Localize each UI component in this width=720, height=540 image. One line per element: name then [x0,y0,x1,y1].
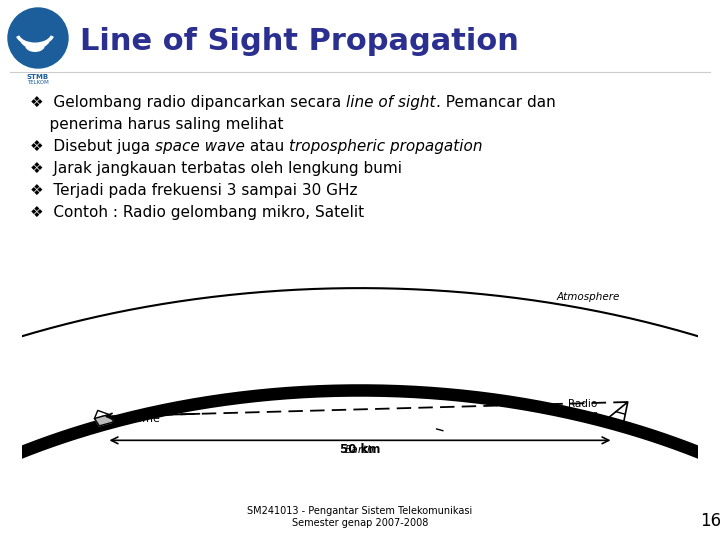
Polygon shape [94,415,114,426]
Text: . Pemancar dan: . Pemancar dan [436,95,555,110]
Text: Radio
Tower: Radio Tower [567,399,598,420]
Text: Atmosphere: Atmosphere [556,292,619,302]
Text: Earth: Earth [345,444,375,455]
Text: Home: Home [128,415,161,424]
Text: ❖  Contoh : Radio gelombang mikro, Satelit: ❖ Contoh : Radio gelombang mikro, Sateli… [30,205,364,220]
Text: tropospheric propagation: tropospheric propagation [289,139,482,154]
Text: Line of Sight Propagation: Line of Sight Propagation [80,28,519,57]
Text: SM241013 - Pengantar Sistem Telekomunikasi
Semester genap 2007-2008: SM241013 - Pengantar Sistem Telekomunika… [248,507,472,528]
Circle shape [8,8,68,68]
Text: TELKOM: TELKOM [27,80,49,85]
Text: space wave: space wave [155,139,245,154]
Text: penerima harus saling melihat: penerima harus saling melihat [30,117,284,132]
Text: ❖  Jarak jangkauan terbatas oleh lengkung bumi: ❖ Jarak jangkauan terbatas oleh lengkung… [30,161,402,176]
Text: atau: atau [245,139,289,154]
Text: line of sight: line of sight [346,95,436,110]
Text: ❖  Disebut juga: ❖ Disebut juga [30,139,155,154]
Text: ❖  Terjadi pada frekuensi 3 sampai 30 GHz: ❖ Terjadi pada frekuensi 3 sampai 30 GHz [30,183,358,198]
Text: 16: 16 [700,512,720,530]
Text: ❖  Gelombang radio dipancarkan secara: ❖ Gelombang radio dipancarkan secara [30,95,346,110]
Text: 50 km: 50 km [340,443,380,456]
Text: STMB: STMB [27,74,49,80]
